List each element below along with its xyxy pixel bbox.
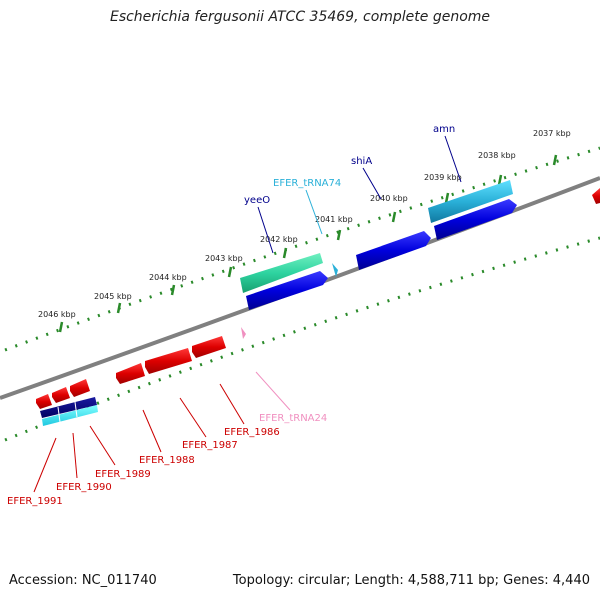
label-shiA[interactable]: shiA [351, 156, 372, 167]
scale-label-2042: 2042 kbp [260, 235, 298, 244]
gene-efer-trna74[interactable] [332, 263, 338, 277]
leader-efer-1990 [72, 432, 78, 479]
gene-yeeO[interactable] [246, 271, 328, 310]
leader-efer-1986 [219, 383, 245, 425]
label-efer-1987[interactable]: EFER_1987 [182, 440, 238, 451]
leader-efer-1987 [179, 397, 207, 438]
label-efer-1990[interactable]: EFER_1990 [56, 482, 112, 493]
gene-efer-1986[interactable] [192, 336, 226, 358]
scale-label-2038: 2038 kbp [478, 151, 516, 160]
label-efer-trna74[interactable]: EFER_tRNA74 [273, 178, 341, 189]
label-efer-1986[interactable]: EFER_1986 [224, 427, 280, 438]
gene-efer-1987[interactable] [145, 348, 192, 374]
scale-label-2039: 2039 kbp [424, 173, 462, 182]
leader-efer-1991 [33, 437, 57, 493]
gene-navy-block [40, 397, 97, 418]
scale-label-2040: 2040 kbp [370, 194, 408, 203]
label-efer-1988[interactable]: EFER_1988 [139, 455, 195, 466]
scale-label-2046: 2046 kbp [38, 310, 76, 319]
scale-label-2045: 2045 kbp [94, 292, 132, 301]
gene-efer-1990[interactable] [52, 387, 70, 403]
genome-summary-text: Topology: circular; Length: 4,588,711 bp… [232, 573, 590, 588]
gene-amn[interactable] [434, 199, 517, 240]
leader-efer-1988 [142, 409, 162, 453]
leader-efer-trna74 [305, 189, 323, 235]
gene-efer-1991[interactable] [36, 394, 52, 409]
leader-efer-1989 [89, 425, 116, 466]
label-amn[interactable]: amn [433, 124, 455, 135]
gene-efer-trna-teal[interactable] [240, 253, 323, 293]
gene-shiA[interactable] [356, 231, 431, 270]
scale-label-2041: 2041 kbp [315, 215, 353, 224]
label-efer-1991[interactable]: EFER_1991 [7, 496, 63, 507]
gene-efer-1989[interactable] [70, 379, 90, 397]
gene-block-dividers [57, 401, 78, 423]
gene-amn-cyan[interactable] [428, 180, 513, 223]
label-yeeO[interactable]: yeeO [244, 195, 270, 206]
leader-shiA [362, 167, 382, 200]
label-efer-1989[interactable]: EFER_1989 [95, 469, 151, 480]
gene-edge-right [592, 188, 600, 204]
scale-label-2044: 2044 kbp [149, 273, 187, 282]
map-title: Escherichia fergusonii ATCC 35469, compl… [109, 9, 491, 25]
major-ticks [58, 154, 558, 333]
scale-label-2043: 2043 kbp [205, 254, 243, 263]
scale-label-2037: 2037 kbp [533, 129, 571, 138]
leader-efer-trna24 [255, 371, 291, 411]
gene-efer-trna24[interactable] [241, 327, 246, 339]
gene-efer-1988[interactable] [116, 363, 145, 384]
leader-amn [444, 135, 462, 183]
gene-aqua-block [42, 405, 98, 426]
leader-yeeO [257, 206, 274, 254]
label-efer-trna24[interactable]: EFER_tRNA24 [259, 413, 327, 424]
accession-text: Accession: NC_011740 [9, 573, 157, 588]
outer-tick-track [4, 146, 600, 352]
